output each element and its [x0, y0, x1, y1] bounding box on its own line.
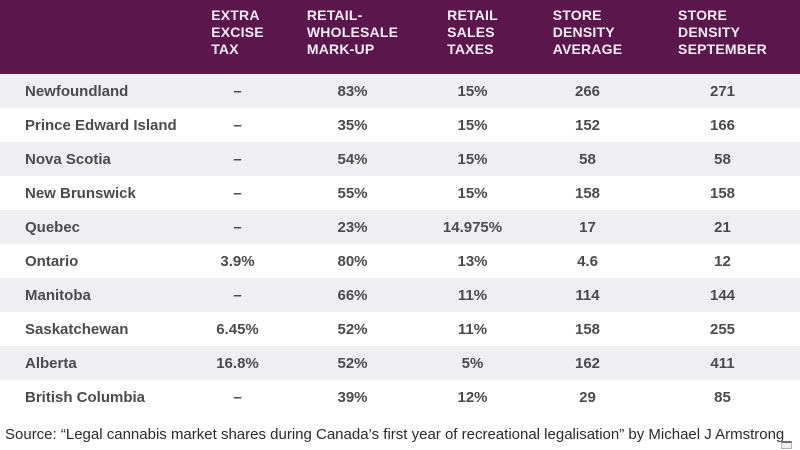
table-body: Newfoundland – 83% 15% 266 271 Prince Ed…: [0, 74, 800, 414]
cropped-corner-mark: [781, 441, 792, 449]
store-density-average-cell: 266: [574, 82, 601, 100]
store-density-september-cell: 411: [710, 354, 735, 372]
province-cell: Ontario: [25, 252, 79, 270]
extra-excise-tax-cell: 16.8%: [216, 354, 259, 372]
header-retail-sales-taxes: RETAIL SALES TAXES: [415, 0, 530, 74]
extra-excise-tax-cell: –: [233, 388, 242, 406]
store-density-september-cell: 21: [714, 218, 731, 236]
store-density-average-cell: 158: [574, 320, 601, 338]
table-row: Saskatchewan 6.45% 52% 11% 158 255: [0, 312, 800, 346]
table-row: Alberta 16.8% 52% 5% 162 411: [0, 346, 800, 380]
retail-sales-taxes-cell: 13%: [457, 252, 488, 270]
store-density-september-cell: 271: [709, 82, 736, 100]
retail-wholesale-markup-cell: 52%: [337, 354, 368, 372]
retail-sales-taxes-cell: 11%: [457, 286, 488, 304]
extra-excise-tax-cell: –: [233, 82, 242, 100]
table-row: Nova Scotia – 54% 15% 58 58: [0, 142, 800, 176]
header-extra-excise-tax: EXTRA EXCISE TAX: [185, 0, 290, 74]
store-density-september-cell: 144: [709, 286, 736, 304]
header-store-density-september: STORE DENSITY SEPTEMBER: [645, 0, 800, 74]
store-density-average-cell: 152: [574, 116, 601, 134]
store-density-september-cell: 166: [709, 116, 736, 134]
store-density-september-cell: 58: [714, 150, 731, 168]
retail-sales-taxes-cell: 5%: [461, 354, 484, 372]
header-retail-wholesale-markup: RETAIL- WHOLESALE MARK-UP: [290, 0, 415, 74]
store-density-september-cell: 12: [714, 252, 731, 270]
retail-wholesale-markup-cell: 23%: [337, 218, 368, 236]
retail-sales-taxes-cell: 15%: [457, 150, 488, 168]
province-cell: Nova Scotia: [25, 150, 111, 168]
retail-sales-taxes-cell: 12%: [457, 388, 488, 406]
retail-sales-taxes-cell: 11%: [457, 320, 488, 338]
extra-excise-tax-cell: –: [233, 116, 242, 134]
extra-excise-tax-cell: –: [233, 184, 242, 202]
store-density-average-cell: 4.6: [577, 252, 598, 270]
retail-wholesale-markup-cell: 35%: [337, 116, 368, 134]
province-cell: Manitoba: [25, 286, 91, 304]
table-header-row: EXTRA EXCISE TAX RETAIL- WHOLESALE MARK-…: [0, 0, 800, 74]
retail-sales-taxes-cell: 15%: [457, 116, 488, 134]
province-cell: Quebec: [25, 218, 81, 236]
store-density-average-cell: 114: [575, 286, 600, 304]
source-citation: Source: “Legal cannabis market shares du…: [5, 426, 785, 443]
extra-excise-tax-cell: –: [233, 286, 242, 304]
table-row: Newfoundland – 83% 15% 266 271: [0, 74, 800, 108]
retail-wholesale-markup-cell: 83%: [337, 82, 368, 100]
cannabis-density-table: EXTRA EXCISE TAX RETAIL- WHOLESALE MARK-…: [0, 0, 800, 414]
retail-wholesale-markup-cell: 54%: [337, 150, 368, 168]
province-cell: Prince Edward Island: [25, 116, 177, 134]
table-row: New Brunswick – 55% 15% 158 158: [0, 176, 800, 210]
header-store-density-average: STORE DENSITY AVERAGE: [530, 0, 645, 74]
province-cell: British Columbia: [25, 388, 146, 406]
extra-excise-tax-cell: 6.45%: [216, 320, 259, 338]
retail-wholesale-markup-cell: 80%: [337, 252, 368, 270]
header-province: [0, 0, 185, 74]
store-density-average-cell: 158: [574, 184, 601, 202]
table-row: Ontario 3.9% 80% 13% 4.6 12: [0, 244, 800, 278]
store-density-average-cell: 162: [574, 354, 601, 372]
retail-wholesale-markup-cell: 39%: [337, 388, 368, 406]
store-density-average-cell: 17: [579, 218, 596, 236]
province-cell: Newfoundland: [25, 82, 129, 100]
store-density-average-cell: 58: [579, 150, 596, 168]
table-row: Prince Edward Island – 35% 15% 152 166: [0, 108, 800, 142]
retail-sales-taxes-cell: 15%: [457, 82, 488, 100]
retail-sales-taxes-cell: 15%: [457, 184, 488, 202]
store-density-september-cell: 158: [709, 184, 736, 202]
store-density-average-cell: 29: [579, 388, 596, 406]
province-cell: New Brunswick: [25, 184, 136, 202]
table-row: Quebec – 23% 14.975% 17 21: [0, 210, 800, 244]
extra-excise-tax-cell: –: [233, 150, 242, 168]
store-density-september-cell: 255: [709, 320, 736, 338]
retail-wholesale-markup-cell: 52%: [337, 320, 368, 338]
province-cell: Saskatchewan: [25, 320, 129, 338]
extra-excise-tax-cell: 3.9%: [220, 252, 255, 270]
store-density-september-cell: 85: [714, 388, 731, 406]
table-row: British Columbia – 39% 12% 29 85: [0, 380, 800, 414]
extra-excise-tax-cell: –: [233, 218, 242, 236]
retail-wholesale-markup-cell: 55%: [337, 184, 368, 202]
retail-wholesale-markup-cell: 66%: [337, 286, 368, 304]
retail-sales-taxes-cell: 14.975%: [442, 218, 503, 236]
table-row: Manitoba – 66% 11% 114 144: [0, 278, 800, 312]
province-cell: Alberta: [25, 354, 77, 372]
